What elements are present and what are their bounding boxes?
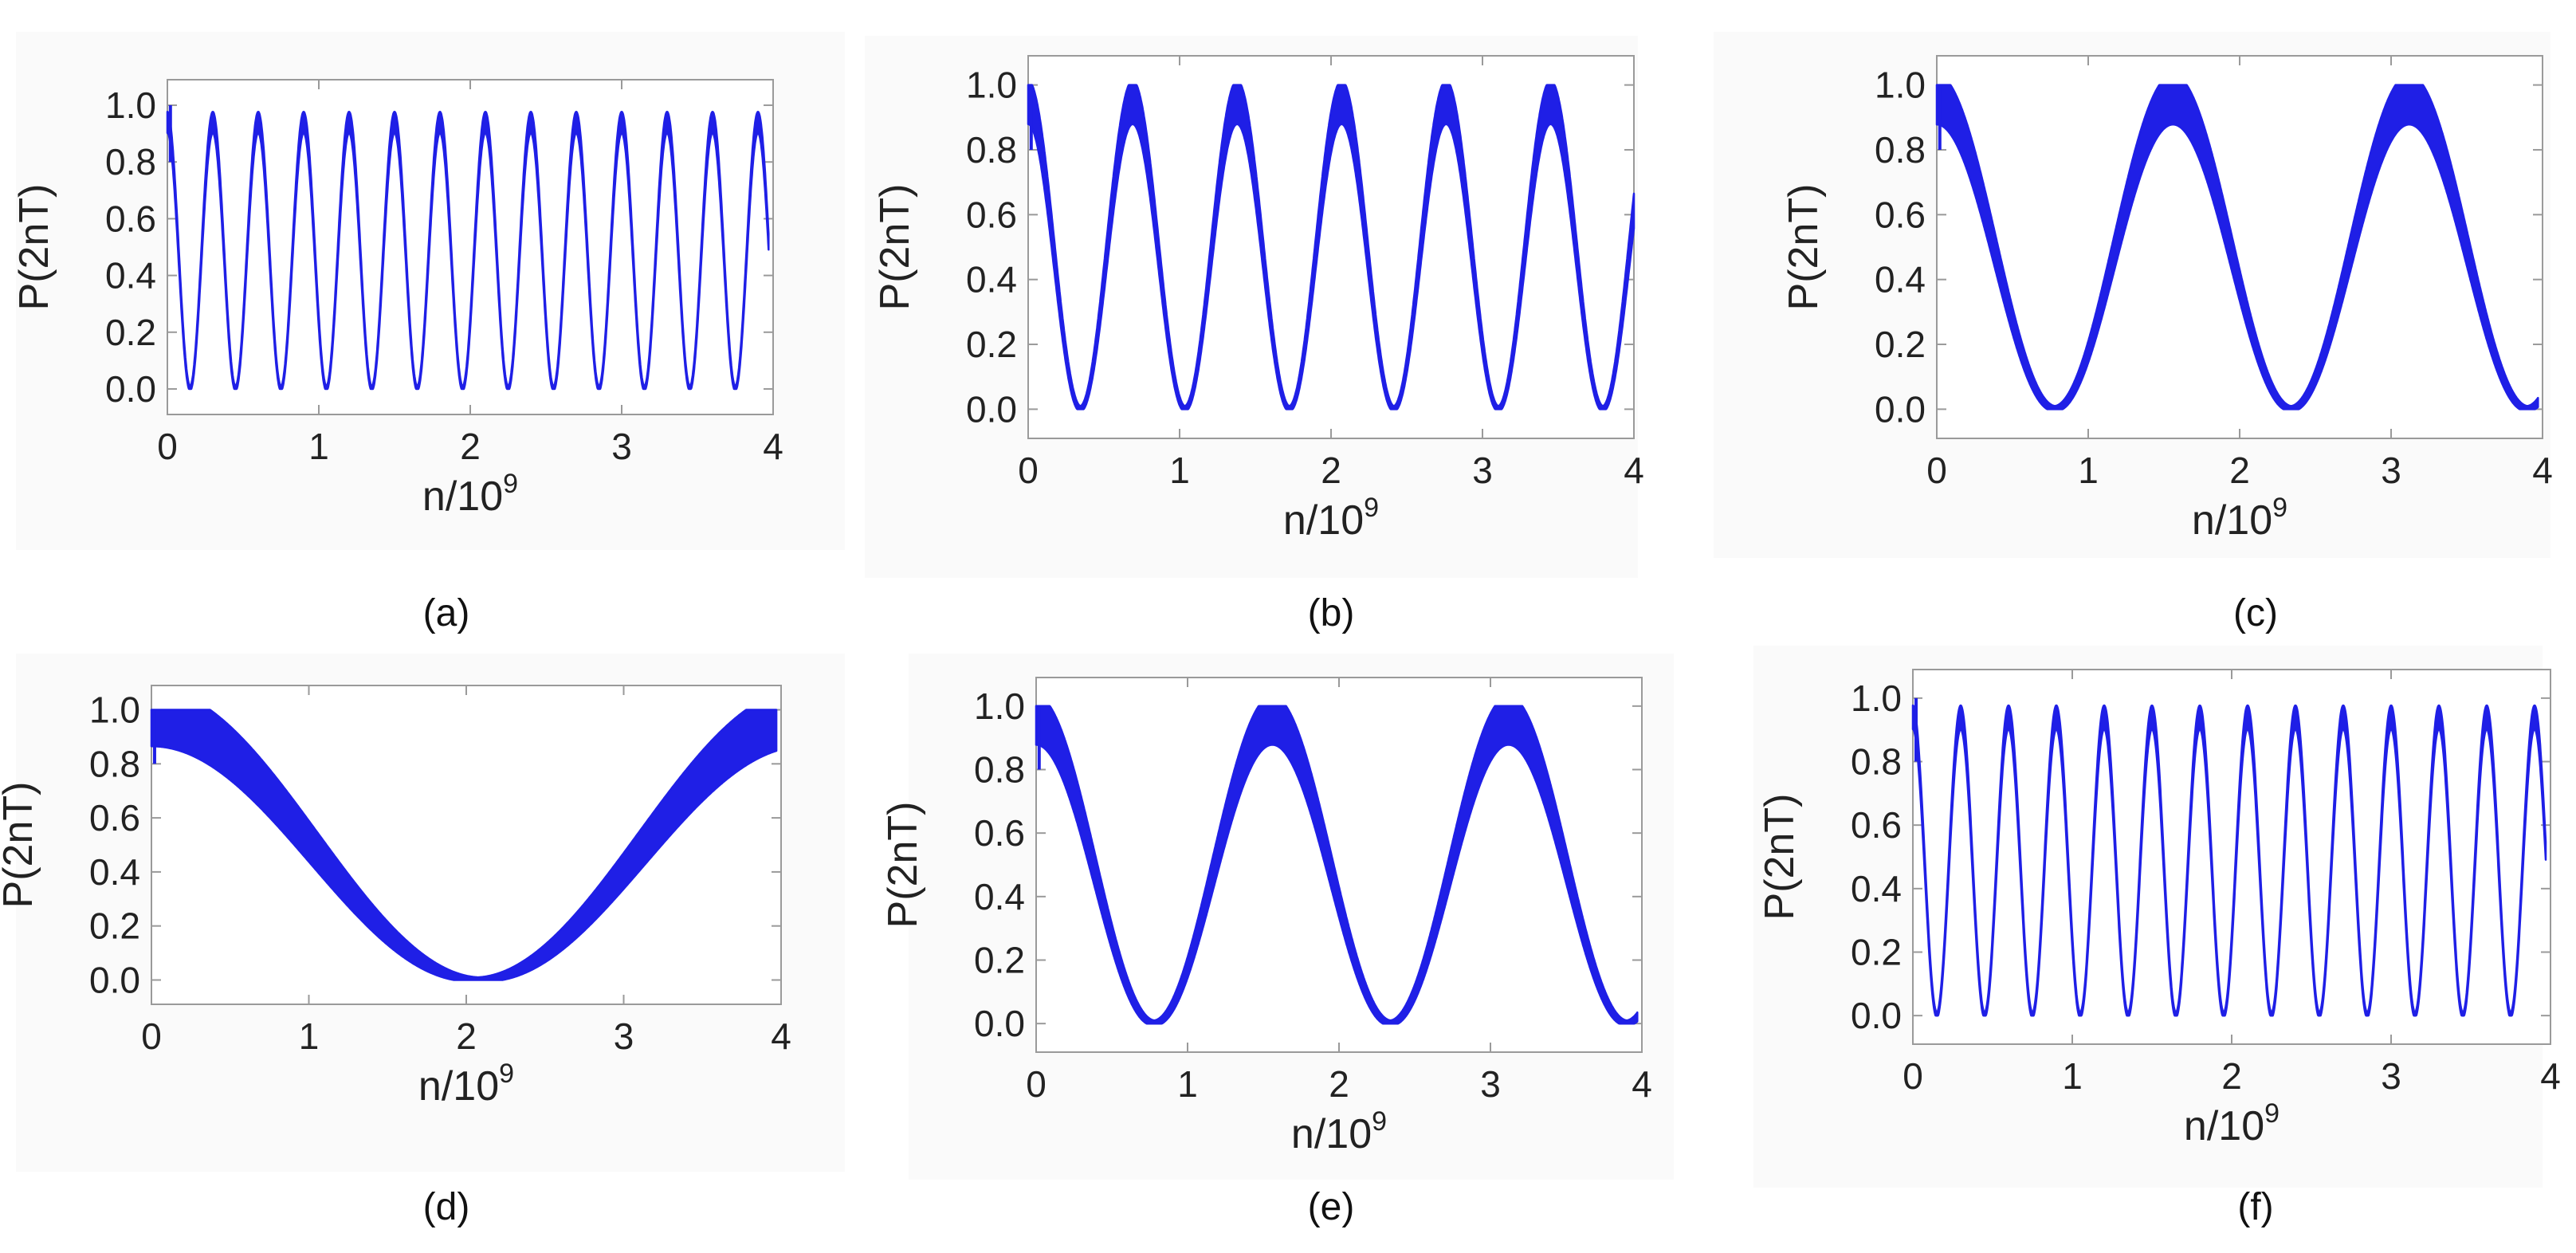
x-tick-label: 4 [771, 1015, 791, 1057]
y-tick-label: 0.2 [89, 905, 140, 947]
y-tick-label: 0.8 [1851, 741, 1902, 783]
y-tick-label: 0.8 [974, 749, 1025, 791]
y-axis-title: P(2nT) [11, 184, 57, 311]
y-tick-label: 0.8 [966, 129, 1017, 171]
y-tick-label: 0.6 [974, 812, 1025, 854]
y-tick-label: 0.4 [966, 259, 1017, 300]
series-line [1027, 84, 1636, 410]
x-axis-title: n/109 [2184, 1098, 2280, 1149]
x-tick-label: 4 [1632, 1063, 1652, 1105]
y-tick-label: 0.2 [966, 324, 1017, 365]
y-tick-label: 0.0 [966, 388, 1017, 430]
x-tick-label: 1 [308, 426, 329, 467]
x-tick-label: 1 [1169, 450, 1190, 491]
x-tick-label: 2 [2229, 450, 2250, 491]
x-tick-label: 3 [614, 1015, 634, 1057]
x-tick-label: 2 [456, 1015, 477, 1057]
y-tick-label: 0.8 [89, 743, 140, 784]
y-tick-label: 0.4 [1875, 259, 1926, 300]
x-tick-label: 2 [1329, 1063, 1349, 1105]
x-tick-label: 3 [611, 426, 632, 467]
y-tick-label: 0.6 [1851, 804, 1902, 846]
x-tick-label: 0 [1018, 450, 1039, 491]
x-axis-title: n/109 [422, 469, 518, 520]
y-tick-label: 1.0 [105, 84, 156, 126]
x-tick-label: 4 [2540, 1055, 2561, 1097]
x-tick-label: 1 [1177, 1063, 1198, 1105]
plot-frame [1035, 677, 1643, 1053]
x-tick-label: 0 [1903, 1055, 1923, 1097]
x-tick-label: 3 [2381, 450, 2401, 491]
plot-frame [1936, 55, 2543, 439]
x-tick-label: 0 [141, 1015, 162, 1057]
caption-a: (a) [422, 592, 470, 634]
x-tick-label: 1 [2078, 450, 2099, 491]
y-tick-label: 0.0 [1851, 995, 1902, 1036]
y-tick-label: 0.4 [974, 876, 1025, 917]
x-axis-title: n/109 [1283, 493, 1379, 544]
x-tick-label: 4 [1624, 450, 1644, 491]
y-tick-label: 0.0 [89, 959, 140, 1000]
x-tick-label: 0 [157, 426, 178, 467]
series-line [1935, 84, 2539, 410]
y-axis-title: P(2nT) [880, 802, 926, 929]
x-tick-label: 3 [2381, 1055, 2401, 1097]
caption-d: (d) [422, 1186, 470, 1228]
y-axis-title: P(2nT) [872, 184, 918, 311]
y-tick-label: 0.2 [974, 939, 1025, 980]
caption-b: (b) [1307, 592, 1355, 634]
x-tick-label: 2 [460, 426, 481, 467]
y-tick-label: 1.0 [1851, 678, 1902, 719]
x-tick-label: 2 [1321, 450, 1341, 491]
y-axis-title: P(2nT) [1781, 184, 1827, 311]
x-tick-label: 4 [2532, 450, 2553, 491]
x-axis-title: n/109 [2192, 493, 2287, 544]
x-tick-label: 1 [2062, 1055, 2083, 1097]
x-axis-title: n/109 [418, 1059, 514, 1110]
series-line [166, 110, 770, 391]
series-line [1035, 705, 1639, 1025]
series-line [1911, 704, 2547, 1017]
y-tick-label: 0.6 [966, 194, 1017, 235]
plot-frame [151, 685, 782, 1005]
x-tick-label: 1 [299, 1015, 320, 1057]
y-tick-label: 0.6 [1875, 194, 1926, 235]
y-tick-label: 0.4 [105, 255, 156, 297]
y-tick-label: 0.0 [105, 368, 156, 410]
caption-e: (e) [1307, 1186, 1355, 1228]
y-tick-label: 1.0 [966, 65, 1017, 106]
y-tick-label: 0.0 [1875, 388, 1926, 430]
x-axis-title: n/109 [1291, 1106, 1387, 1157]
x-tick-label: 3 [1480, 1063, 1501, 1105]
x-tick-label: 2 [2221, 1055, 2242, 1097]
y-tick-label: 1.0 [974, 685, 1025, 727]
caption-f: (f) [2237, 1186, 2274, 1228]
y-tick-label: 0.8 [105, 141, 156, 183]
x-tick-label: 0 [1026, 1063, 1046, 1105]
y-tick-label: 0.6 [89, 797, 140, 839]
y-tick-label: 0.4 [89, 851, 140, 893]
y-tick-label: 0.4 [1851, 868, 1902, 909]
y-tick-label: 1.0 [1875, 65, 1926, 106]
caption-c: (c) [2233, 592, 2278, 634]
x-tick-label: 3 [1472, 450, 1493, 491]
y-tick-label: 1.0 [89, 689, 140, 731]
y-tick-label: 0.8 [1875, 129, 1926, 171]
y-tick-label: 0.2 [1851, 931, 1902, 972]
y-axis-title: P(2nT) [0, 782, 41, 909]
series-line [150, 709, 778, 981]
y-tick-label: 0.0 [974, 1003, 1025, 1044]
x-tick-label: 4 [763, 426, 783, 467]
y-tick-label: 0.6 [105, 198, 156, 239]
y-tick-label: 0.2 [1875, 324, 1926, 365]
y-tick-label: 0.2 [105, 312, 156, 353]
y-axis-title: P(2nT) [1757, 794, 1803, 921]
x-tick-label: 0 [1926, 450, 1947, 491]
